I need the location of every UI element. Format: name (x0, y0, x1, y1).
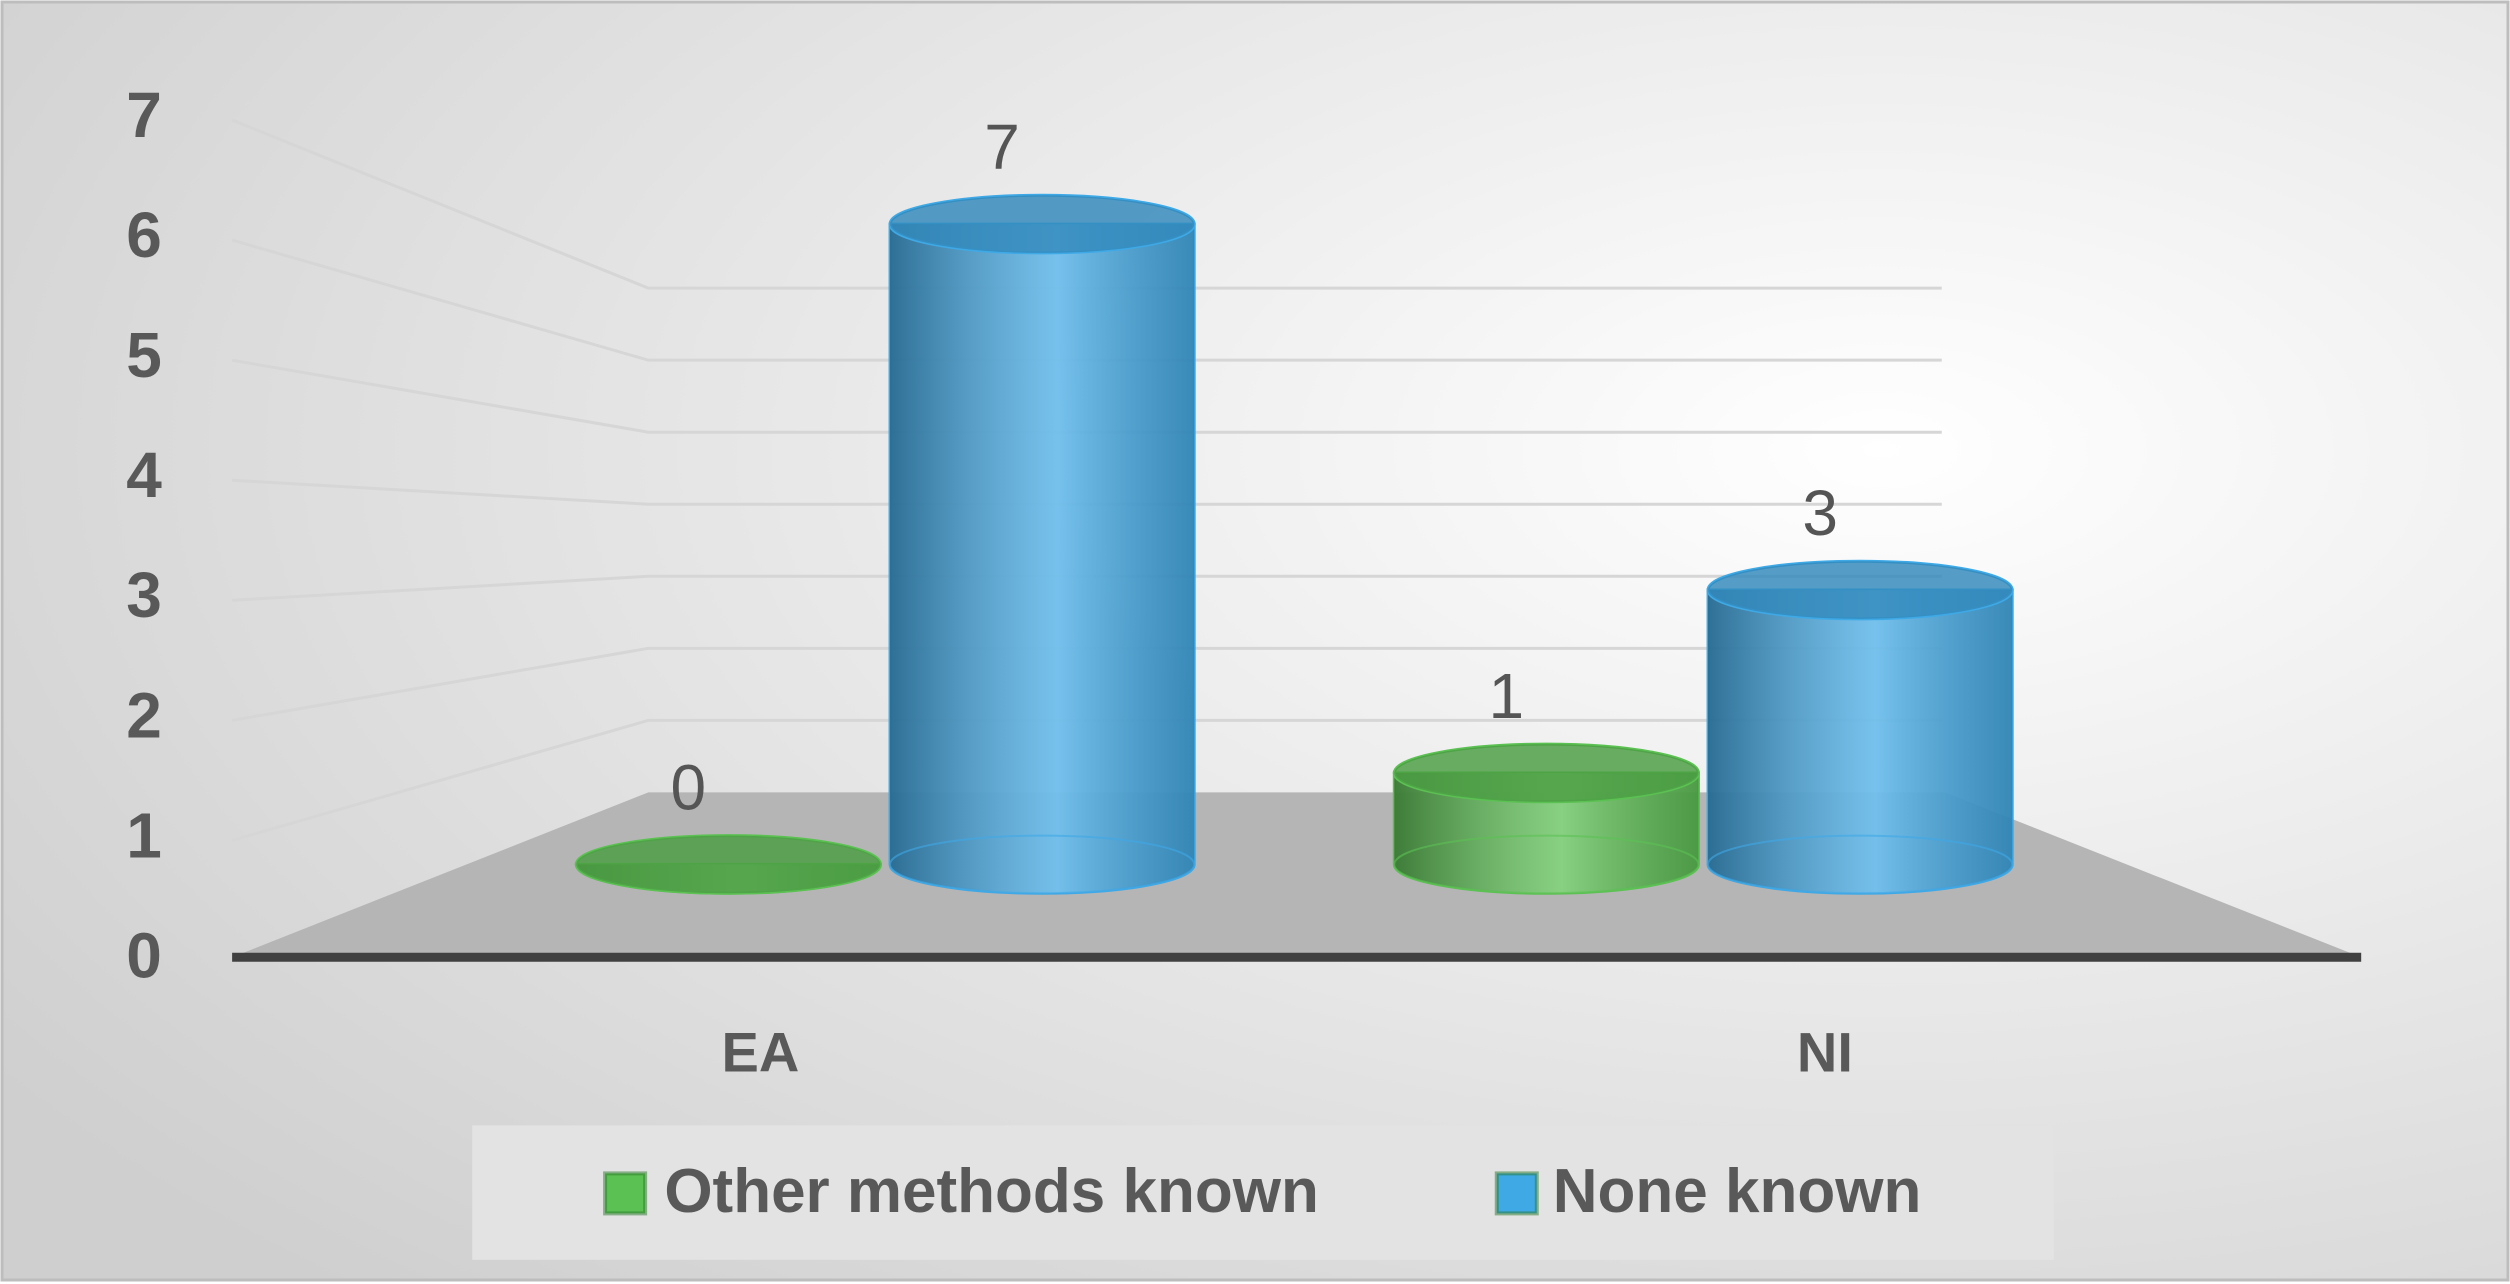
cylinder-top (574, 834, 882, 895)
x-tick-label: NI (1797, 1020, 1853, 1083)
data-label: 7 (984, 111, 1020, 183)
grid-line (231, 118, 1942, 290)
grid-line (231, 358, 1942, 434)
legend-label: Other methods known (664, 1157, 1318, 1226)
data-label: 0 (671, 751, 707, 823)
cylinder-top-shade (890, 195, 1195, 253)
y-tick-label: 2 (126, 679, 162, 751)
cylinder-top (1706, 559, 2014, 621)
y-tick-label: 3 (126, 559, 162, 631)
y-tick-label: 5 (126, 319, 162, 391)
cylinder-shade (1394, 772, 1699, 894)
cylinder-top-shade (1708, 561, 2013, 619)
data-label: 3 (1802, 477, 1838, 549)
cylinder-shade (1708, 590, 2013, 894)
y-tick-label: 6 (126, 199, 162, 271)
cylinder-top (1392, 742, 1700, 804)
cylinder-top-shade (1394, 744, 1699, 802)
y-tick-label: 1 (126, 799, 162, 871)
grid-line (231, 238, 1942, 362)
legend-swatch (603, 1171, 648, 1216)
cylinder-top (888, 193, 1196, 255)
y-tick-label: 7 (126, 79, 162, 151)
y-tick-label: 4 (126, 439, 162, 511)
cylinder-base (889, 834, 1196, 895)
legend-box (472, 1125, 2054, 1260)
grid-line (232, 478, 1942, 506)
legend-label: None known (1553, 1157, 1922, 1226)
y-tick-label: 0 (126, 919, 162, 991)
x-tick-label: EA (721, 1020, 799, 1083)
cylinder-shade (890, 224, 1195, 894)
cylinder-top-shade (576, 835, 881, 894)
legend-swatch (1494, 1171, 1539, 1216)
grid-line (231, 718, 1942, 842)
grid-line (232, 574, 1942, 602)
cylinder-base (1707, 834, 2014, 895)
data-label: 1 (1489, 660, 1525, 732)
grid-line (231, 646, 1942, 722)
cylinder-base (1393, 834, 1700, 895)
